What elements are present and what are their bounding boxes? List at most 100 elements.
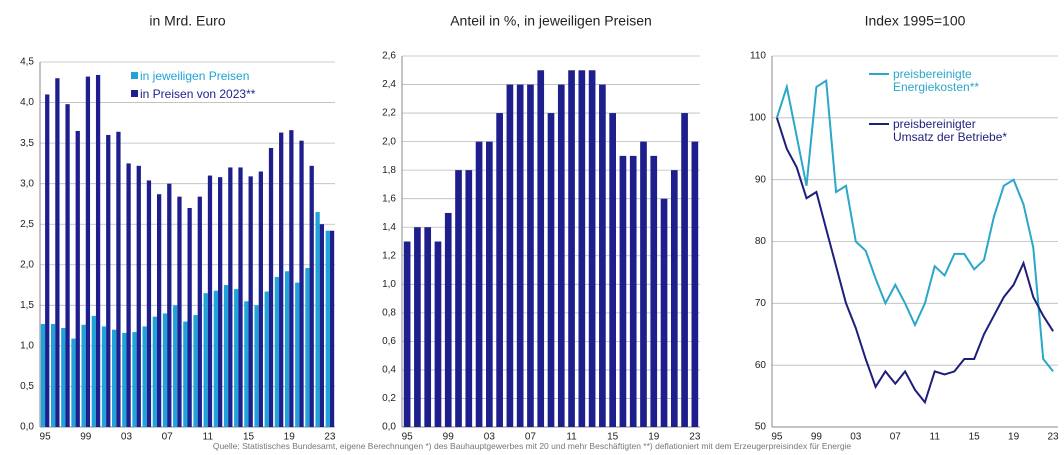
chart-title: Index 1995=100 [865,13,966,29]
y-tick-label: 60 [755,360,767,371]
bar [527,84,534,428]
x-tick-label: 03 [850,432,862,443]
y-tick-label: 4,0 [20,97,34,108]
y-tick-label: 2,0 [382,136,396,147]
x-tick-label: 23 [689,432,701,443]
y-tick-label: 3,5 [20,138,34,149]
bar [455,170,462,427]
bar [619,155,627,427]
x-tick-label: 95 [771,432,783,443]
bar [122,332,127,427]
bar [112,329,117,427]
bar [284,271,290,427]
y-tick-label: 1,6 [382,193,396,204]
bar [85,76,91,427]
x-tick-label: 07 [525,432,537,443]
y-tick-label: 90 [755,174,767,185]
x-tick-label: 03 [121,432,133,443]
y-tick-label: 2,5 [20,219,34,230]
bar [177,196,182,427]
bar [670,170,678,427]
bar [71,338,76,427]
bar [496,113,503,428]
bar [434,241,442,427]
bar [289,130,294,427]
y-tick-label: 0,0 [382,422,396,433]
x-tick-label: 99 [80,432,92,443]
bar [156,194,162,427]
y-tick-label: 1,2 [382,250,396,261]
bar [238,167,243,427]
bar [609,113,616,428]
bar [506,84,514,428]
bar [91,315,96,427]
legend-label: preisbereinigte Energiekosten** [893,67,980,94]
x-tick-label: 15 [969,432,981,443]
bar [629,155,637,427]
bar [40,323,46,427]
y-tick-label: 110 [750,51,766,62]
bar [167,183,172,427]
bar [45,94,50,427]
y-tick-label: 0,5 [20,381,34,392]
bar [329,230,335,427]
bar [152,316,157,427]
legend-label: preisbereinigter Umsatz der Betriebe* [893,117,1008,144]
line [775,78,1054,373]
bar [650,155,658,427]
bar [136,165,141,428]
x-tick-label: 15 [243,432,255,443]
x-tick-label: 23 [324,432,336,443]
bar [309,165,314,428]
y-tick-label: 2,2 [382,108,396,119]
bar [197,196,202,427]
y-tick-label: 0,6 [382,336,396,347]
bar [475,141,483,427]
x-tick-label: 11 [930,432,941,443]
bar [254,305,259,427]
bar [299,140,304,427]
x-tick-label: 19 [648,432,660,443]
bar [486,141,493,427]
y-tick-label: 0,0 [20,422,34,433]
bar [465,170,473,427]
legend-swatch [131,90,138,97]
bar [146,180,152,427]
bar [305,268,310,427]
bar [101,326,107,427]
bar [234,289,239,427]
x-tick-label: 11 [203,432,214,443]
bar [444,212,452,427]
bar [203,293,208,427]
bar [547,113,555,428]
x-tick-label: 07 [890,432,902,443]
bar [142,326,147,427]
x-tick-label: 23 [1048,432,1060,443]
bar [162,313,168,427]
y-tick-label: 2,6 [382,51,396,62]
y-tick-label: 3,0 [20,178,34,189]
legend-swatch [131,72,138,79]
x-tick-label: 19 [284,432,296,443]
bar [95,74,101,427]
bar [537,70,545,428]
bar [640,141,647,427]
bar [248,176,253,427]
y-tick-label: 1,8 [382,165,396,176]
y-tick-label: 100 [749,112,766,123]
bar [568,70,575,428]
y-tick-label: 50 [755,422,767,433]
y-tick-label: 80 [755,236,767,247]
y-tick-label: 2,0 [20,259,34,270]
bar [258,171,263,427]
bar [61,328,66,427]
bar [187,208,192,427]
x-tick-label: 99 [811,432,823,443]
x-tick-label: 95 [402,432,414,443]
bar [106,135,111,427]
legend-label: in jeweiligen Preisen [140,69,250,83]
bar [691,141,699,427]
bar [319,224,325,427]
y-tick-label: 0,4 [382,365,396,376]
